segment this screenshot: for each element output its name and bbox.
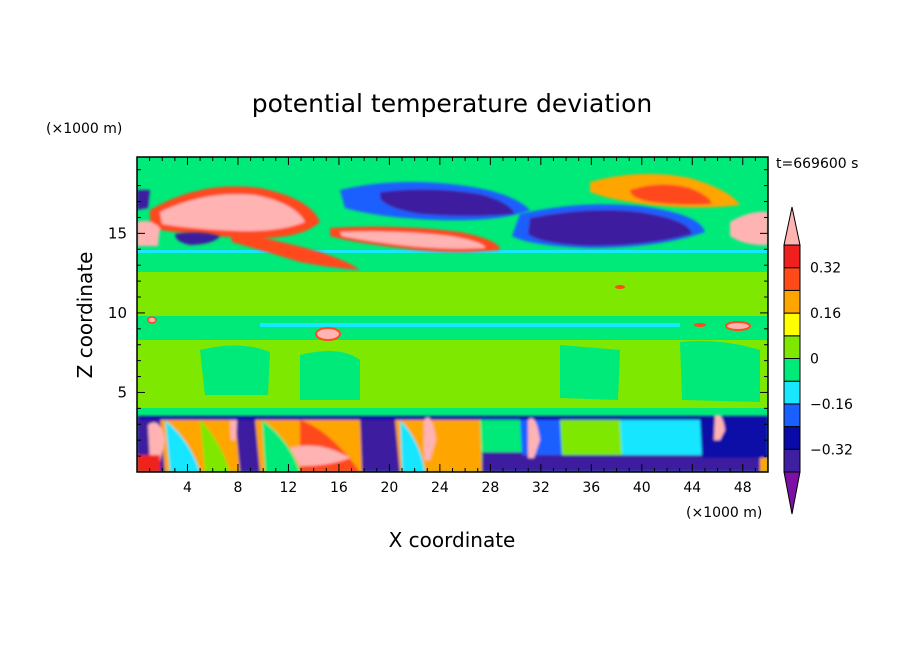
mid-warm-blobs bbox=[147, 285, 751, 341]
colorbar-arrow-min bbox=[783, 471, 801, 515]
upper-cold-anomaly bbox=[137, 182, 705, 248]
x-tick-label: 12 bbox=[280, 480, 298, 496]
y-tick-label: 10 bbox=[108, 304, 127, 322]
colorbar-tick-label: 0.16 bbox=[810, 306, 841, 322]
y-tick-label: 15 bbox=[108, 224, 127, 242]
colorbar-segment bbox=[783, 267, 801, 291]
colorbar-segment bbox=[783, 426, 801, 450]
colorbar-segment bbox=[783, 403, 801, 428]
x-tick-label: 8 bbox=[233, 480, 242, 496]
colorbar-tick-label: 0.32 bbox=[810, 261, 841, 277]
x-tick-label: 32 bbox=[532, 480, 550, 496]
colorbar: 0.32 0.16 0 −0.16 −0.32 bbox=[783, 206, 853, 515]
region-weak-positive-band bbox=[137, 255, 768, 270]
y-tick-label: 5 bbox=[117, 383, 127, 401]
colorbar-arrow-max bbox=[783, 206, 801, 246]
lower-turbulent-layer bbox=[137, 414, 768, 472]
colorbar-tick-label: −0.16 bbox=[810, 397, 853, 413]
contour-field bbox=[137, 157, 768, 472]
colorbar-tick-label: 0 bbox=[810, 352, 819, 368]
x-axis-label: X coordinate bbox=[389, 528, 516, 552]
time-label: t=669600 s bbox=[776, 156, 858, 172]
x-tick-label: 4 bbox=[183, 480, 192, 496]
colorbar-segment bbox=[783, 358, 801, 382]
colorbar-segment bbox=[783, 312, 801, 337]
x-tick-label: 40 bbox=[633, 480, 651, 496]
region-green-patches bbox=[200, 341, 760, 402]
upper-warm-anomaly bbox=[137, 173, 768, 270]
y-axis-label: Z coordinate bbox=[73, 252, 97, 379]
x-tick-label: 16 bbox=[330, 480, 348, 496]
colorbar-segment bbox=[783, 244, 801, 269]
colorbar-segment bbox=[783, 380, 801, 405]
region-weak-positive-mid bbox=[137, 272, 768, 316]
colorbar-segment bbox=[783, 335, 801, 359]
x-tick-label: 24 bbox=[431, 480, 449, 496]
colorbar-segment bbox=[783, 448, 801, 473]
y-unit-label: (×1000 m) bbox=[46, 121, 122, 137]
x-tick-label: 36 bbox=[582, 480, 600, 496]
cyan-strip bbox=[260, 323, 680, 327]
x-tick-label: 28 bbox=[481, 480, 499, 496]
colorbar-tick-label: −0.32 bbox=[810, 442, 853, 458]
colorbar-segment bbox=[783, 289, 801, 314]
x-unit-label: (×1000 m) bbox=[686, 505, 762, 521]
x-tick-label: 48 bbox=[734, 480, 752, 496]
x-tick-label: 20 bbox=[380, 480, 398, 496]
x-tick-label: 44 bbox=[683, 480, 701, 496]
chart-title: potential temperature deviation bbox=[252, 89, 652, 118]
